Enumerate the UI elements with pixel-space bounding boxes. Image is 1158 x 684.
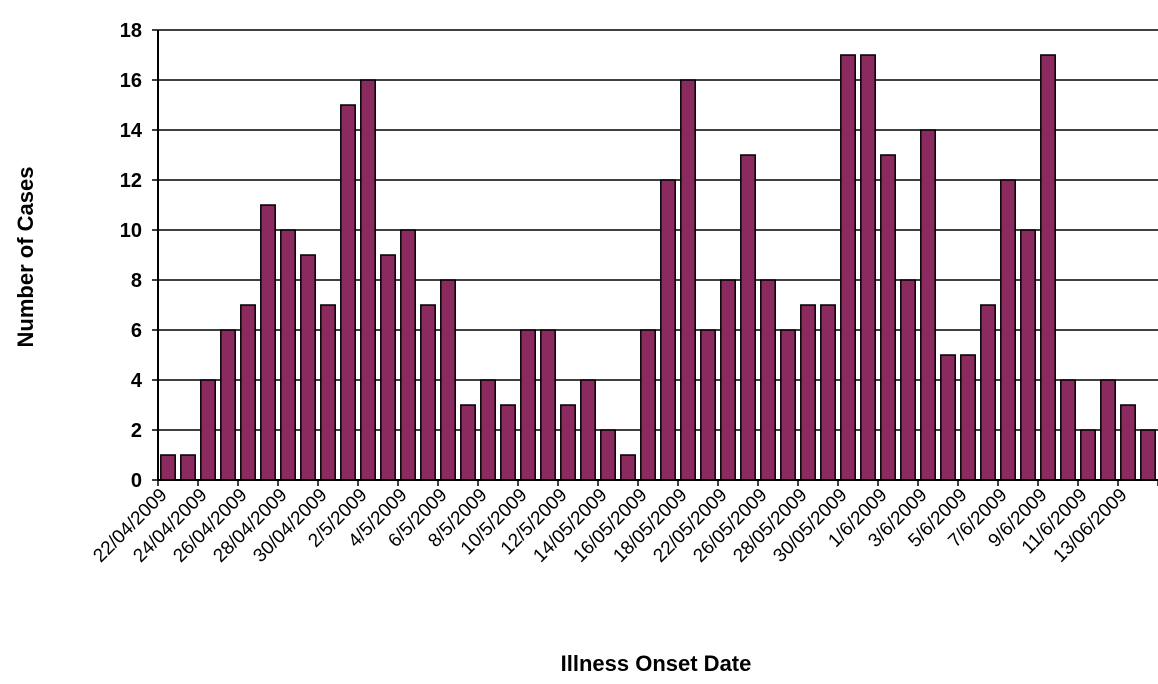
bar bbox=[220, 329, 236, 481]
bar bbox=[620, 454, 636, 481]
y-tick-label: 12 bbox=[120, 170, 142, 192]
y-tick-label: 8 bbox=[131, 270, 142, 292]
bar bbox=[800, 304, 816, 481]
bar bbox=[560, 404, 576, 481]
bar bbox=[780, 329, 796, 481]
bar bbox=[580, 379, 596, 481]
bar bbox=[660, 179, 676, 481]
bar bbox=[1140, 429, 1156, 481]
bar bbox=[680, 79, 696, 481]
x-tick-labels: 22/04/200924/04/200926/04/200928/04/2009… bbox=[89, 485, 1131, 567]
bar bbox=[600, 429, 616, 481]
bar bbox=[700, 329, 716, 481]
bars bbox=[160, 54, 1156, 481]
bar bbox=[200, 379, 216, 481]
bar bbox=[1080, 429, 1096, 481]
y-tick-label: 2 bbox=[131, 420, 142, 442]
bar bbox=[280, 229, 296, 481]
x-axis-title: Illness Onset Date bbox=[561, 651, 752, 676]
bar bbox=[860, 54, 876, 481]
y-tick-labels: 0 2 4 6 8 10 12 14 16 18 bbox=[120, 20, 143, 492]
bar bbox=[320, 304, 336, 481]
y-tick-label: 0 bbox=[131, 470, 142, 492]
y-tick-label: 16 bbox=[120, 70, 142, 92]
bar bbox=[740, 154, 756, 481]
bar bbox=[440, 279, 456, 481]
y-tick-label: 14 bbox=[120, 120, 143, 142]
y-tick-label: 6 bbox=[131, 320, 142, 342]
bar bbox=[240, 304, 256, 481]
bar bbox=[480, 379, 496, 481]
bar bbox=[900, 279, 916, 481]
bar bbox=[980, 304, 996, 481]
y-axis-title: Number of Cases bbox=[13, 167, 38, 348]
y-tick-label: 18 bbox=[120, 20, 142, 42]
bar bbox=[640, 329, 656, 481]
bar bbox=[1000, 179, 1016, 481]
y-tick-label: 10 bbox=[120, 220, 142, 242]
bar bbox=[820, 304, 836, 481]
bar bbox=[1020, 229, 1036, 481]
bar bbox=[1120, 404, 1136, 481]
bar bbox=[920, 129, 936, 481]
bar bbox=[1060, 379, 1076, 481]
y-tick-label: 4 bbox=[131, 370, 143, 392]
bar bbox=[180, 454, 196, 481]
bar bbox=[760, 279, 776, 481]
bar bbox=[1040, 54, 1056, 481]
bar bbox=[840, 54, 856, 481]
bar bbox=[940, 354, 956, 481]
bar bbox=[720, 279, 736, 481]
bar bbox=[1100, 379, 1116, 481]
bar bbox=[460, 404, 476, 481]
bar bbox=[160, 454, 176, 481]
bar bbox=[500, 404, 516, 481]
bar bbox=[300, 254, 316, 481]
bar bbox=[540, 329, 556, 481]
bar bbox=[360, 79, 376, 481]
bar bbox=[400, 229, 416, 481]
axes bbox=[152, 29, 1158, 486]
bar bbox=[260, 204, 276, 481]
bar bbox=[880, 154, 896, 481]
bar bbox=[520, 329, 536, 481]
bar bbox=[380, 254, 396, 481]
bar bbox=[340, 104, 356, 481]
bar bbox=[960, 354, 976, 481]
bar bbox=[420, 304, 436, 481]
